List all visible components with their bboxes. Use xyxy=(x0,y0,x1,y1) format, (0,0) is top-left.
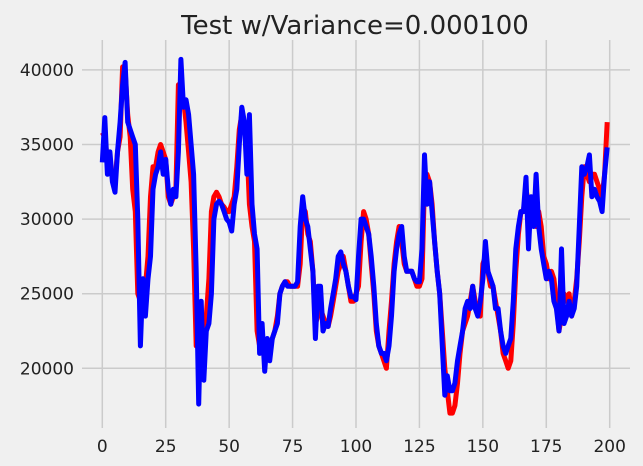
x-tick-label: 75 xyxy=(282,437,304,457)
y-tick-label: 40000 xyxy=(20,61,74,81)
y-tick-label: 30000 xyxy=(20,210,74,230)
x-tick-label: 50 xyxy=(218,437,240,457)
x-tick-label: 0 xyxy=(97,437,108,457)
chart-title: Test w/Variance=0.000100 xyxy=(180,11,529,41)
series-lines xyxy=(99,56,610,416)
x-tick-label: 100 xyxy=(340,437,372,457)
y-tick-label: 20000 xyxy=(20,359,74,379)
tick-labels: 0 25 50 75 100 125 150 175 200 20000 25000 30000 350… xyxy=(20,61,626,457)
x-tick-label: 25 xyxy=(155,437,177,457)
x-tick-label: 150 xyxy=(467,437,499,457)
y-tick-label: 25000 xyxy=(20,285,74,305)
series-line-blue xyxy=(99,56,610,407)
x-tick-label: 125 xyxy=(403,437,435,457)
x-tick-label: 175 xyxy=(530,437,562,457)
x-tick-label: 200 xyxy=(593,437,625,457)
y-tick-label: 35000 xyxy=(20,135,74,155)
